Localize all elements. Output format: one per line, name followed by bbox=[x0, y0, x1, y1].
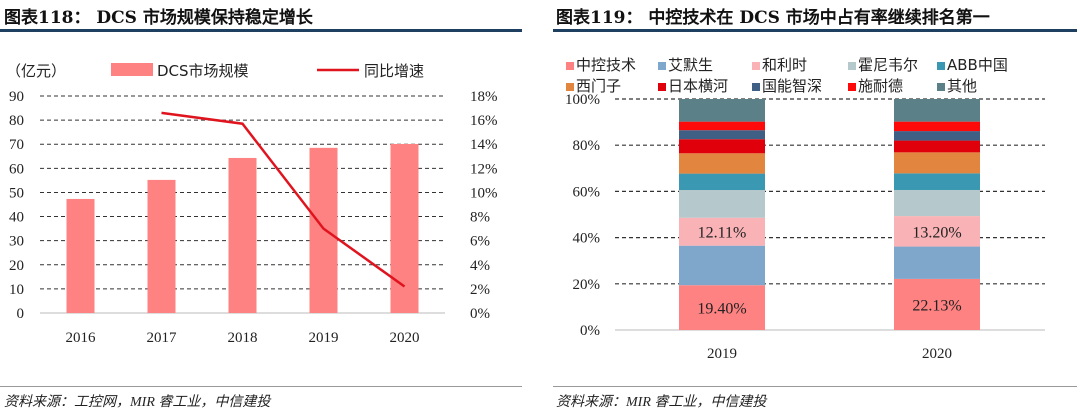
data-label: 13.20% bbox=[912, 224, 961, 241]
bar-dcs-market-2019 bbox=[309, 147, 338, 313]
bar-segment-和利时-2019 bbox=[679, 217, 765, 246]
data-label: 22.13% bbox=[912, 297, 961, 314]
bar-segment-国能智深-2019 bbox=[679, 130, 765, 140]
bar-dcs-market-2016 bbox=[66, 198, 95, 313]
legend-swatch bbox=[848, 83, 856, 91]
bar-segment-日本横河-2019 bbox=[679, 139, 765, 154]
left-title-rule bbox=[0, 29, 522, 32]
x-tick-label: 2018 bbox=[228, 330, 258, 346]
x-tick-label: 2017 bbox=[147, 330, 178, 346]
y-tick-label: 90 bbox=[9, 89, 24, 105]
legend-label: 西门子 bbox=[576, 77, 621, 95]
bar-segment-国能智深-2020 bbox=[894, 131, 980, 141]
line-yoy-growth bbox=[161, 111, 406, 288]
left-source-rule bbox=[0, 386, 522, 387]
legend-swatch bbox=[566, 62, 574, 70]
bar-segment-ABB中国-2019 bbox=[679, 173, 765, 191]
y-tick-label: 0% bbox=[580, 323, 600, 339]
y-tick-label: 70 bbox=[9, 137, 24, 153]
bar-segment-其他-2020 bbox=[894, 99, 980, 122]
bar-segment-ABB中国-2020 bbox=[894, 173, 980, 190]
bar-segment-霍尼韦尔-2020 bbox=[894, 189, 980, 217]
bar-segment-其他-2019 bbox=[679, 99, 765, 122]
bar-segment-西门子-2019 bbox=[679, 153, 765, 174]
legend-swatch bbox=[658, 62, 666, 70]
legend-label: 国能智深 bbox=[762, 77, 822, 95]
x-tick-label: 2016 bbox=[66, 330, 97, 346]
legend-label: 霍尼韦尔 bbox=[858, 56, 918, 74]
bar-segment-施耐德-2020 bbox=[894, 121, 980, 132]
bar-dcs-market-2017 bbox=[147, 179, 176, 313]
y-tick-label: 20% bbox=[573, 277, 601, 293]
bar-segment-施耐德-2019 bbox=[679, 121, 765, 131]
y-axis-unit-label: （亿元） bbox=[6, 62, 66, 80]
legend-swatch bbox=[937, 62, 945, 70]
bar-segment-和利时-2020 bbox=[894, 216, 980, 247]
y2-tick-label: 8% bbox=[470, 210, 490, 226]
bar-segment-中控技术-2020 bbox=[894, 278, 980, 330]
y-tick-label: 0 bbox=[17, 306, 25, 322]
y-tick-label: 40 bbox=[9, 210, 24, 226]
data-label: 12.11% bbox=[698, 225, 747, 242]
legend-label: ABB中国 bbox=[947, 56, 1008, 74]
legend-swatch bbox=[752, 62, 760, 70]
bar-segment-日本横河-2020 bbox=[894, 140, 980, 153]
legend-label: 施耐德 bbox=[858, 77, 903, 95]
legend-label: 日本横河 bbox=[668, 77, 728, 95]
y-tick-label: 80% bbox=[573, 138, 601, 154]
y2-tick-label: 12% bbox=[470, 161, 498, 177]
y-tick-label: 30 bbox=[9, 234, 24, 250]
legend-label-yoy-growth: 同比增速 bbox=[364, 62, 424, 80]
y-tick-label: 80 bbox=[9, 113, 24, 129]
y2-tick-label: 2% bbox=[470, 282, 490, 298]
y-tick-label: 50 bbox=[9, 185, 24, 201]
legend-swatch-dcs-market bbox=[111, 63, 153, 76]
bar-dcs-market-2020 bbox=[390, 143, 419, 313]
bar-segment-霍尼韦尔-2019 bbox=[679, 190, 765, 218]
y2-tick-label: 18% bbox=[470, 89, 498, 105]
legend-label: 中控技术 bbox=[576, 56, 636, 74]
y2-tick-label: 14% bbox=[470, 137, 498, 153]
y2-tick-label: 16% bbox=[470, 113, 498, 129]
y-tick-label: 60 bbox=[9, 161, 24, 177]
y-tick-label: 40% bbox=[573, 231, 601, 247]
right-source-note: 资料来源：MIR 睿工业，中信建投 bbox=[556, 395, 767, 410]
legend-label-dcs-market: DCS市场规模 bbox=[157, 62, 249, 80]
legend-label: 和利时 bbox=[762, 56, 807, 74]
x-tick-label: 2019 bbox=[707, 346, 737, 362]
legend-label: 其他 bbox=[947, 77, 977, 95]
bar-dcs-market-2018 bbox=[228, 157, 257, 313]
right-source-rule bbox=[553, 386, 1077, 387]
bar-segment-艾默生-2020 bbox=[894, 246, 980, 279]
y2-tick-label: 0% bbox=[470, 306, 490, 322]
bar-segment-中控技术-2019 bbox=[679, 285, 765, 330]
legend-swatch bbox=[752, 83, 760, 91]
x-tick-label: 2020 bbox=[922, 346, 952, 362]
left-source-note: 资料来源：工控网，MIR 睿工业，中信建投 bbox=[4, 395, 271, 410]
y-tick-label: 20 bbox=[9, 258, 24, 274]
right-chart-title: 图表119： 中控技术在 DCS 市场中占有率继续排名第一 bbox=[556, 8, 990, 28]
bar-segment-艾默生-2019 bbox=[679, 245, 765, 286]
right-title-rule bbox=[553, 29, 1077, 32]
x-tick-label: 2019 bbox=[309, 330, 339, 346]
left-chart-title: 图表118： DCS 市场规模保持稳定增长 bbox=[4, 8, 313, 28]
y2-tick-label: 10% bbox=[470, 185, 498, 201]
legend-swatch bbox=[566, 83, 574, 91]
legend-swatch bbox=[658, 83, 666, 91]
legend-label: 艾默生 bbox=[668, 56, 713, 74]
bar-segment-西门子-2020 bbox=[894, 152, 980, 174]
data-label: 19.40% bbox=[697, 301, 746, 318]
legend-swatch bbox=[937, 83, 945, 91]
x-tick-label: 2020 bbox=[390, 330, 420, 346]
y2-tick-label: 6% bbox=[470, 234, 490, 250]
legend-swatch bbox=[848, 62, 856, 70]
y-tick-label: 100% bbox=[565, 92, 600, 108]
y-tick-label: 10 bbox=[9, 282, 24, 298]
y2-tick-label: 4% bbox=[470, 258, 490, 274]
y-tick-label: 60% bbox=[573, 184, 601, 200]
